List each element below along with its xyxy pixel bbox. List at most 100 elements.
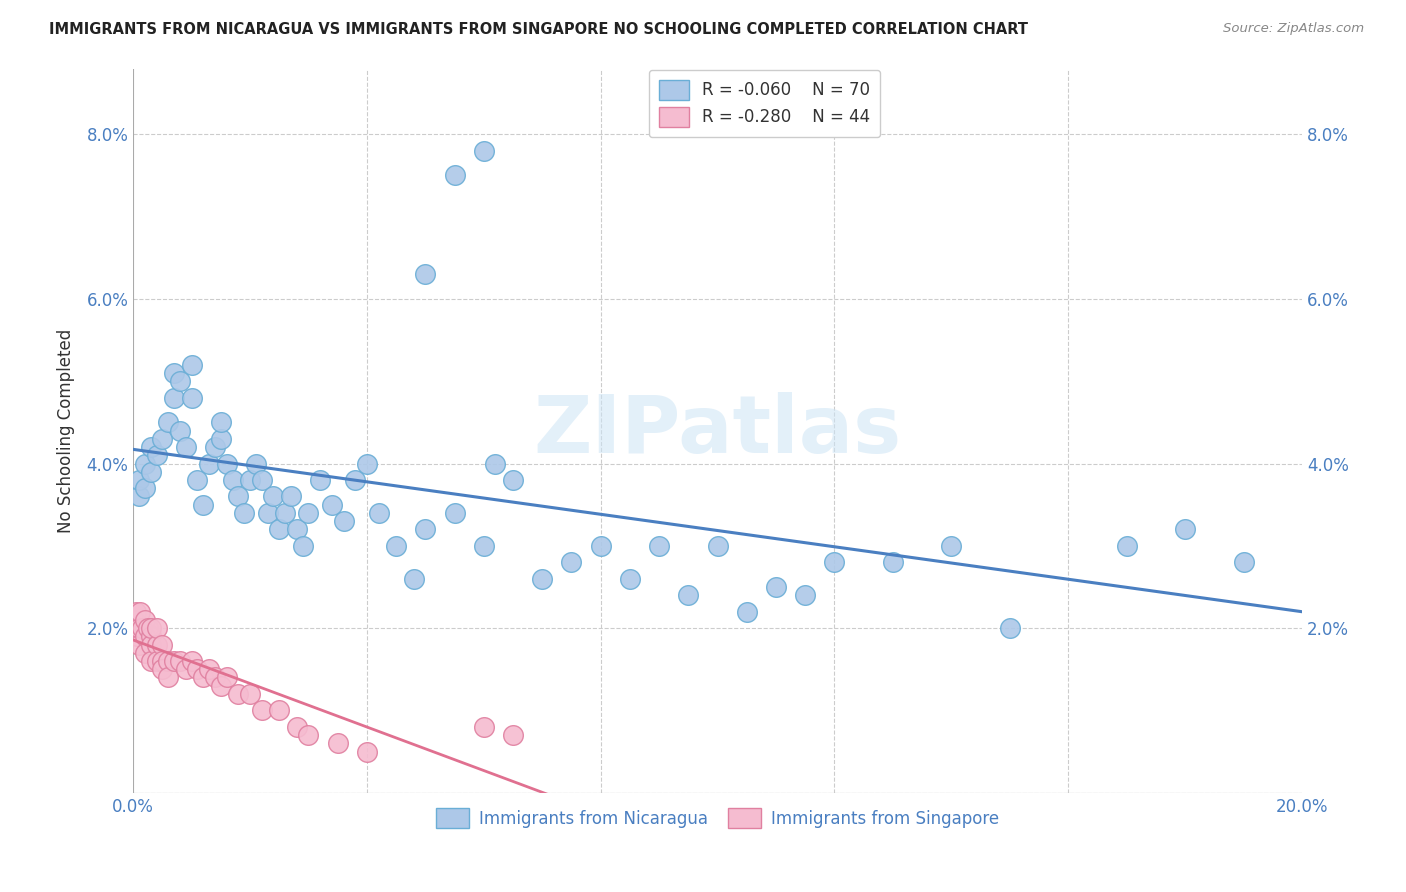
Point	[209, 415, 232, 429]
Point	[309, 473, 332, 487]
Point	[134, 646, 156, 660]
Point	[228, 687, 250, 701]
Point	[139, 440, 162, 454]
Point	[169, 424, 191, 438]
Point	[233, 506, 256, 520]
Point	[472, 144, 495, 158]
Point	[356, 745, 378, 759]
Point	[297, 728, 319, 742]
Point	[531, 572, 554, 586]
Point	[269, 703, 291, 717]
Point	[145, 448, 167, 462]
Point	[139, 465, 162, 479]
Point	[221, 473, 243, 487]
Point	[285, 720, 308, 734]
Point	[443, 169, 465, 183]
Point	[180, 358, 202, 372]
Point	[262, 490, 284, 504]
Point	[134, 481, 156, 495]
Point	[415, 522, 437, 536]
Point	[180, 391, 202, 405]
Point	[129, 605, 152, 619]
Point	[356, 457, 378, 471]
Point	[209, 432, 232, 446]
Point	[145, 621, 167, 635]
Point	[145, 638, 167, 652]
Point	[706, 539, 728, 553]
Point	[157, 415, 180, 429]
Point	[169, 654, 191, 668]
Text: IMMIGRANTS FROM NICARAGUA VS IMMIGRANTS FROM SINGAPORE NO SCHOOLING COMPLETED CO: IMMIGRANTS FROM NICARAGUA VS IMMIGRANTS …	[49, 22, 1028, 37]
Point	[1115, 539, 1137, 553]
Point	[443, 506, 465, 520]
Point	[765, 580, 787, 594]
Point	[882, 555, 904, 569]
Point	[823, 555, 845, 569]
Point	[139, 621, 162, 635]
Point	[124, 621, 146, 635]
Point	[215, 457, 238, 471]
Point	[193, 498, 215, 512]
Point	[198, 662, 221, 676]
Point	[274, 506, 297, 520]
Point	[204, 440, 226, 454]
Point	[193, 670, 215, 684]
Point	[145, 654, 167, 668]
Point	[209, 679, 232, 693]
Point	[998, 621, 1021, 635]
Point	[250, 473, 273, 487]
Point	[163, 654, 186, 668]
Point	[332, 514, 354, 528]
Text: ZIPatlas: ZIPatlas	[533, 392, 901, 469]
Point	[180, 654, 202, 668]
Point	[163, 391, 186, 405]
Point	[648, 539, 671, 553]
Point	[128, 490, 150, 504]
Point	[245, 457, 267, 471]
Point	[560, 555, 582, 569]
Point	[124, 613, 146, 627]
Point	[131, 621, 153, 635]
Point	[402, 572, 425, 586]
Point	[326, 736, 349, 750]
Point	[941, 539, 963, 553]
Point	[256, 506, 278, 520]
Point	[269, 522, 291, 536]
Point	[150, 662, 173, 676]
Point	[502, 728, 524, 742]
Point	[472, 720, 495, 734]
Point	[250, 703, 273, 717]
Point	[794, 588, 817, 602]
Point	[344, 473, 367, 487]
Point	[415, 267, 437, 281]
Point	[134, 629, 156, 643]
Point	[678, 588, 700, 602]
Point	[589, 539, 612, 553]
Point	[1232, 555, 1254, 569]
Y-axis label: No Schooling Completed: No Schooling Completed	[58, 328, 75, 533]
Point	[215, 670, 238, 684]
Point	[150, 638, 173, 652]
Point	[385, 539, 408, 553]
Point	[186, 662, 208, 676]
Point	[157, 670, 180, 684]
Point	[484, 457, 506, 471]
Point	[1174, 522, 1197, 536]
Point	[367, 506, 389, 520]
Point	[125, 605, 148, 619]
Point	[297, 506, 319, 520]
Text: Source: ZipAtlas.com: Source: ZipAtlas.com	[1223, 22, 1364, 36]
Legend: Immigrants from Nicaragua, Immigrants from Singapore: Immigrants from Nicaragua, Immigrants fr…	[429, 801, 1007, 835]
Point	[280, 490, 302, 504]
Point	[198, 457, 221, 471]
Point	[163, 366, 186, 380]
Point	[735, 605, 758, 619]
Point	[204, 670, 226, 684]
Point	[174, 440, 197, 454]
Point	[134, 457, 156, 471]
Point	[239, 473, 262, 487]
Point	[502, 473, 524, 487]
Point	[127, 629, 149, 643]
Point	[174, 662, 197, 676]
Point	[128, 621, 150, 635]
